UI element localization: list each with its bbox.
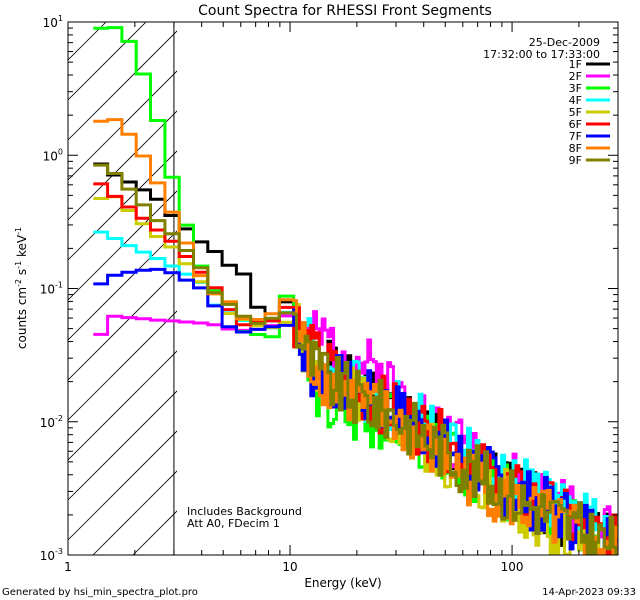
legend-label-6f: 6F — [569, 118, 582, 131]
y-axis-label: counts cm-2 s-1 keV-1 — [14, 227, 29, 349]
hatch-line — [68, 270, 177, 381]
legend-label-2f: 2F — [569, 70, 582, 83]
hatch-line — [68, 150, 177, 261]
hatch-line — [68, 70, 177, 181]
chart-title: Count Spectra for RHESSI Front Segments — [198, 3, 492, 19]
y-tick-label: 10-2 — [40, 414, 63, 430]
x-tick-label: 1 — [64, 560, 72, 574]
hatch-line — [132, 510, 177, 555]
legend-label-7f: 7F — [569, 130, 582, 143]
hatch-line — [68, 350, 177, 461]
annotation-attenuator: Att A0, FDecim 1 — [187, 517, 280, 530]
y-tick-label: 100 — [43, 147, 63, 163]
x-axis-label: Energy (keV) — [304, 576, 381, 590]
hatch-line — [68, 390, 177, 501]
annotation-background: Includes Background — [187, 505, 302, 518]
x-tick-label: 10 — [282, 560, 297, 574]
legend-label-4f: 4F — [569, 94, 582, 107]
time-range-label: 17:32:00 to 17:33:00 — [483, 48, 600, 61]
hatch-line — [92, 470, 177, 555]
series-line-9f — [93, 163, 618, 555]
legend-label-1f: 1F — [569, 58, 582, 71]
legend-label-5f: 5F — [569, 106, 582, 119]
x-tick-label: 100 — [501, 560, 524, 574]
legend-label-3f: 3F — [569, 82, 582, 95]
hatch-line — [68, 110, 177, 221]
date-label: 25-Dec-2009 — [529, 36, 600, 49]
series-layer — [93, 26, 618, 555]
footer-timestamp: 14-Apr-2023 09:33 — [542, 587, 636, 598]
hatch-line — [68, 430, 177, 541]
hatch-line — [68, 310, 177, 421]
y-tick-label: 10-3 — [40, 547, 63, 563]
y-tick-label: 101 — [43, 14, 63, 30]
hatch-line — [68, 190, 177, 301]
y-tick-label: 10-1 — [40, 281, 63, 297]
legend-label-9f: 9F — [569, 154, 582, 167]
legend-label-8f: 8F — [569, 142, 582, 155]
y-axis-ticks: 101 100 10-1 10-2 10-3 — [40, 14, 618, 563]
hatch-line — [68, 30, 177, 141]
x-axis-ticks: 1 10 100 — [64, 22, 619, 574]
footer-generated-by: Generated by hsi_min_spectra_plot.pro — [2, 587, 198, 598]
series-line-8f — [93, 118, 618, 555]
